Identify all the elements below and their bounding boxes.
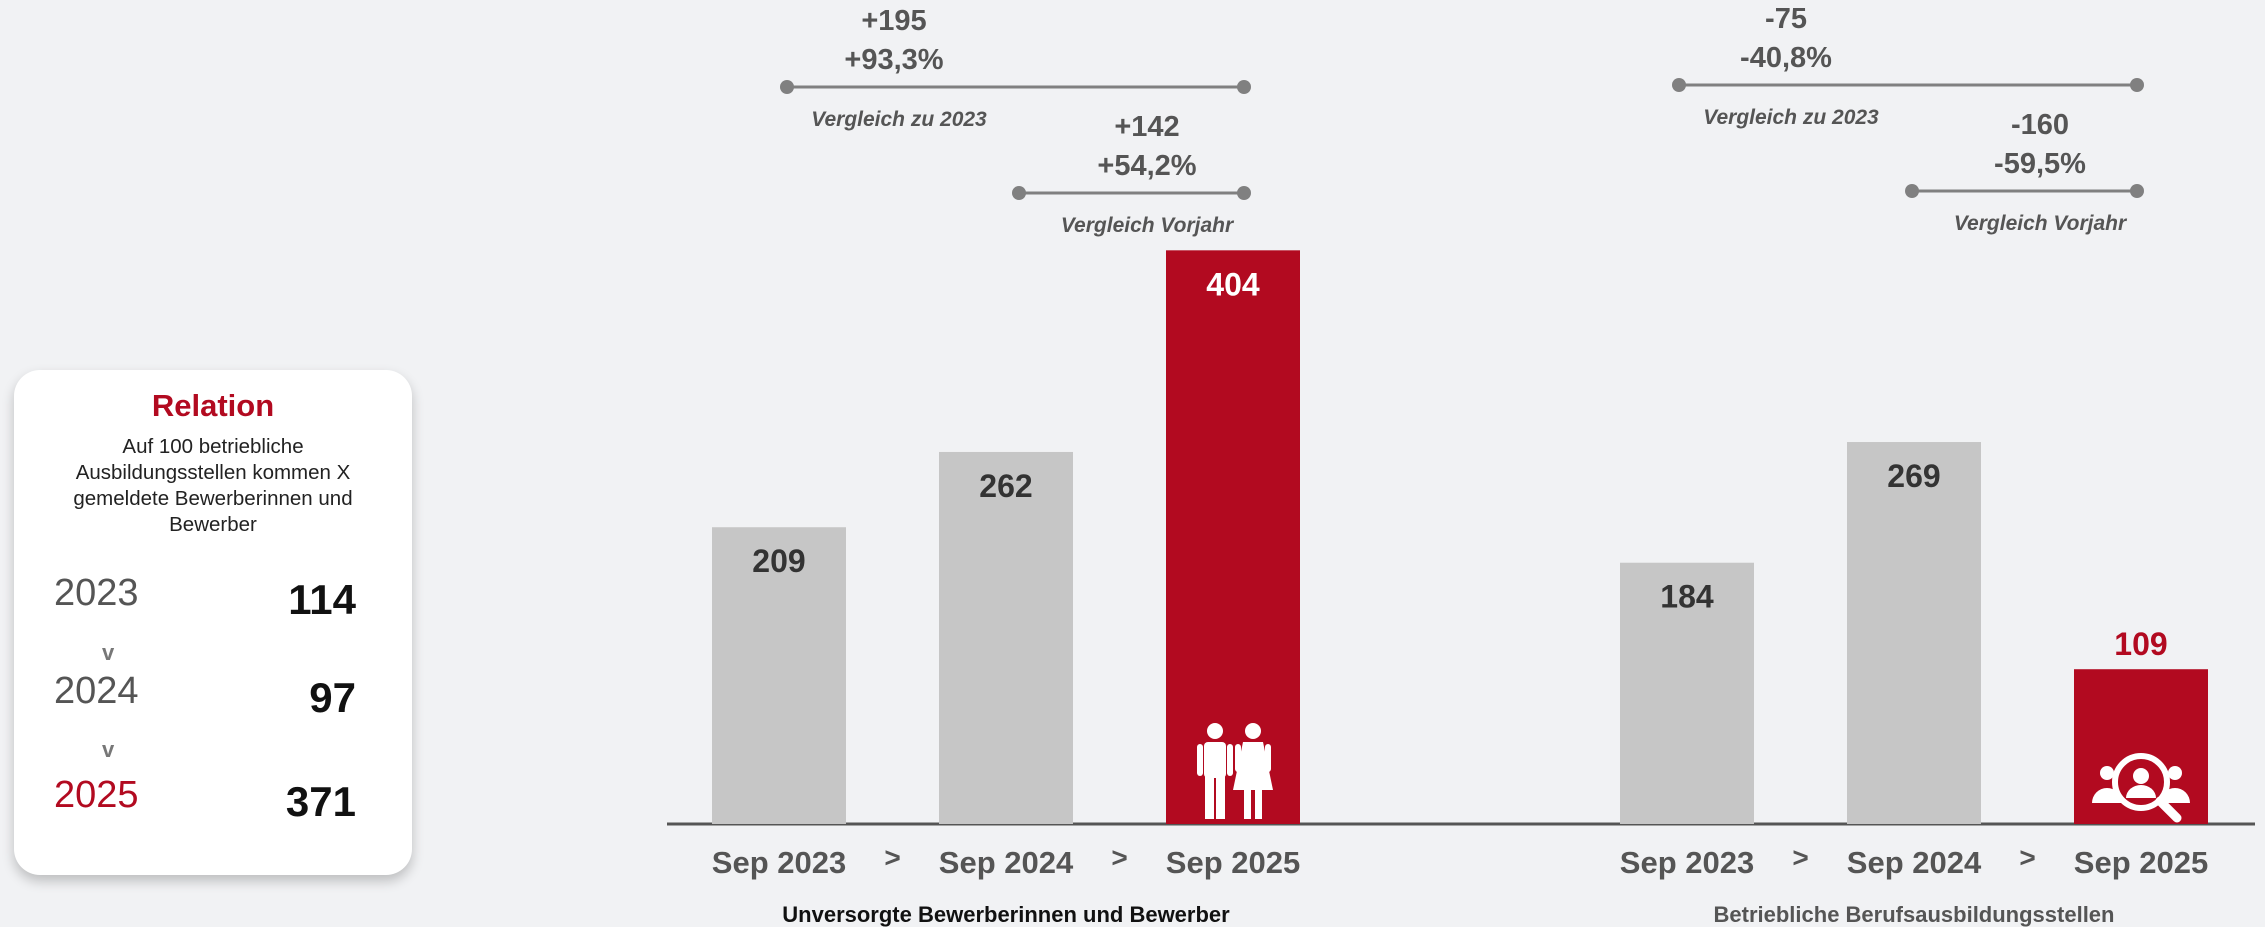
category-separator: > (1792, 842, 1808, 873)
x-tick-label: Sep 2025 (1166, 845, 1300, 880)
data-label: 109 (2114, 626, 2167, 662)
data-label: 262 (979, 468, 1032, 504)
comparison-pct: +93,3% (844, 44, 943, 76)
category-separator: > (1111, 842, 1127, 873)
comparison-caption: Vergleich zu 2023 (1703, 106, 1879, 129)
relation-description: Auf 100 betriebliche Ausbildungsstellen … (73, 435, 353, 536)
people-icon (1197, 723, 1273, 819)
x-tick-label: Sep 2024 (1847, 845, 1982, 880)
comparison-caption: Vergleich Vorjahr (1954, 212, 2128, 235)
bar (939, 451, 1073, 824)
comparison-pct: -59,5% (1994, 148, 2086, 180)
category-separator: > (884, 842, 900, 873)
relation-separator: v (102, 640, 115, 665)
category-separator: > (2019, 842, 2035, 873)
relation-title: Relation (151, 388, 275, 423)
x-tick-label: Sep 2023 (712, 845, 846, 880)
data-label: 184 (1660, 579, 1714, 615)
relation-value: 97 (309, 674, 356, 721)
relation-year: 2023 (54, 572, 139, 614)
data-label: 209 (752, 543, 805, 579)
data-label: 269 (1887, 458, 1940, 494)
x-tick-label: Sep 2024 (939, 845, 1074, 880)
comparison-endpoint (2130, 184, 2144, 198)
relation-row-2024: 2024 97 (14, 670, 412, 721)
comparison-endpoint (780, 80, 794, 94)
relation-value: 114 (288, 576, 356, 623)
data-label: 404 (1206, 266, 1260, 302)
relation-year: 2024 (54, 670, 139, 712)
relation-row-2023: 2023 114 (14, 572, 412, 623)
search-people-icon (2092, 753, 2190, 823)
bar (1166, 250, 1300, 824)
comparison-pct: -40,8% (1740, 42, 1832, 74)
comparison-caption: Vergleich zu 2023 (811, 108, 987, 131)
comparison-endpoint (1012, 186, 1026, 200)
relation-separator: v (102, 737, 115, 762)
relation-row-2025: 2025 371 (14, 774, 412, 825)
comparison-abs: -160 (2011, 109, 2069, 141)
comparison-endpoint (2130, 78, 2144, 92)
comparison-endpoint (1237, 80, 1251, 94)
comparison-endpoint (1905, 184, 1919, 198)
comparison-pct: +54,2% (1097, 150, 1196, 182)
relation-year: 2025 (54, 774, 139, 816)
comparison-abs: -75 (1765, 3, 1807, 35)
bar (712, 527, 846, 824)
comparison-abs: +142 (1114, 111, 1179, 143)
group-label: Unversorgte Bewerberinnen und Bewerber (782, 902, 1230, 927)
relation-value: 371 (285, 778, 356, 825)
group-label: Betriebliche Berufsausbildungsstellen (1714, 902, 2115, 927)
comparison-caption: Vergleich Vorjahr (1061, 214, 1235, 237)
bar (1620, 562, 1754, 824)
x-tick-label: Sep 2023 (1620, 845, 1754, 880)
x-tick-label: Sep 2025 (2074, 845, 2208, 880)
comparison-endpoint (1237, 186, 1251, 200)
comparison-abs: +195 (861, 5, 926, 37)
bar (1847, 442, 1981, 824)
relation-card: Relation Auf 100 betriebliche Ausbildung… (14, 370, 412, 875)
comparison-endpoint (1672, 78, 1686, 92)
